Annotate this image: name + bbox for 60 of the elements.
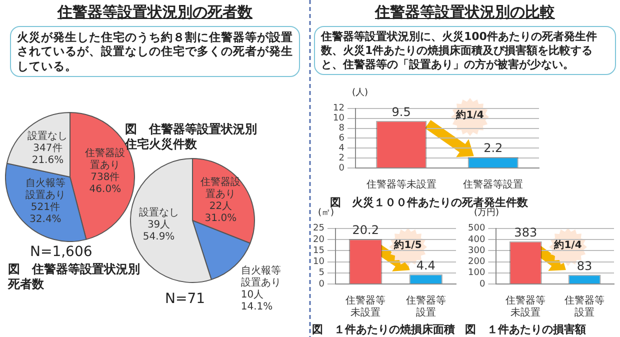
chart-title: 住警器等設置状況別の死者数 xyxy=(56,3,254,22)
y-tick-label: 15 xyxy=(313,246,324,256)
annotation: 約1/5 xyxy=(392,240,423,252)
data-label: 4.4 xyxy=(416,258,436,272)
y-tick-label: 25 xyxy=(313,224,324,234)
y-tick-label: 400 xyxy=(468,234,486,245)
y-tick-label: 500 xyxy=(468,224,486,234)
slice-label: 設置なし xyxy=(138,206,179,218)
data-label: 521件 32.4% xyxy=(30,202,62,226)
text: N=1,606 xyxy=(30,244,94,262)
x-tick-label: 住警器等未設置 xyxy=(346,294,386,319)
data-label: 83 xyxy=(576,258,592,273)
x-tick-label: 住警器等設置 xyxy=(564,294,605,319)
y-tick-label: 12 xyxy=(333,104,344,114)
y-axis-title: (㎡) xyxy=(318,208,336,220)
text: 図 １件あたりの損害額 xyxy=(465,323,587,337)
y-tick-label: 20 xyxy=(313,234,325,245)
y-tick-label: 200 xyxy=(468,257,486,268)
slice-label: 住警器設置あり xyxy=(85,147,126,172)
y-tick-label: 0 xyxy=(318,279,325,290)
data-label: 39人 54.9% xyxy=(142,219,175,242)
annotation: 約1/4 xyxy=(454,110,485,122)
text: 図 住警器等設置状況別死者数 xyxy=(8,262,141,292)
y-tick-label: 100 xyxy=(468,268,486,278)
data-label: 383 xyxy=(514,226,538,240)
text: 住警器等設置状況別の比較 xyxy=(374,3,556,22)
data-label: 2.2 xyxy=(484,141,503,156)
text: 図 住警器等設置状況別住宅火災件数 xyxy=(125,122,258,152)
x-tick-label: 住警器等設置 xyxy=(406,294,446,319)
y-tick-label: 10 xyxy=(333,114,345,124)
y-tick-label: 6 xyxy=(338,134,345,144)
x-tick-label: 住警器等未設置 xyxy=(366,178,436,191)
text: N=71 xyxy=(165,291,206,308)
chart-subtitle: 火災が発生した住宅のうち約８割に住警器等が設置されているが、設置なしの住宅で多くの死者が発生している。 xyxy=(10,26,300,78)
text: 住警器等設置状況別に、火災100件あたりの死者発生件数、火災1件あたりの焼損床面積及び損害額を比較すると、住警器等の「設置あり」の方が被害が少ない。 xyxy=(314,26,616,76)
data-label: 9.5 xyxy=(392,104,411,119)
slice-label: 設置なし xyxy=(28,130,68,142)
text: 図 １件あたりの焼損床面積 xyxy=(312,323,456,337)
data-label: 10人 14.1% xyxy=(240,289,273,312)
slice-label: 自火報等設置あり xyxy=(25,177,66,202)
y-tick-label: 0 xyxy=(338,163,345,174)
y-tick-label: 0 xyxy=(479,279,486,290)
slice-label: 自火報等設置あり xyxy=(240,264,281,288)
y-tick-label: 5 xyxy=(318,268,324,278)
slice-label: 住警器設置あり xyxy=(200,176,241,200)
y-axis-title: (万円) xyxy=(474,208,500,220)
data-label: 738件 46.0% xyxy=(89,172,122,196)
data-label: 22人 31.0% xyxy=(204,200,237,224)
x-tick-label: 住警器等未設置 xyxy=(506,294,546,319)
y-tick-label: 10 xyxy=(313,257,325,268)
data-label: 20.2 xyxy=(352,223,379,238)
y-tick-label: 8 xyxy=(338,124,345,134)
annotation: 約1/4 xyxy=(552,240,583,252)
y-axis-title: (人) xyxy=(352,88,370,100)
y-tick-label: 2 xyxy=(338,153,344,164)
y-tick-label: 4 xyxy=(338,143,345,154)
text: 図 火災１００件あたりの死者発生件数 xyxy=(330,196,529,209)
data-label: 347件 21.6% xyxy=(32,142,64,166)
x-tick-label: 住警器等設置 xyxy=(463,178,524,191)
y-tick-label: 300 xyxy=(468,246,486,256)
